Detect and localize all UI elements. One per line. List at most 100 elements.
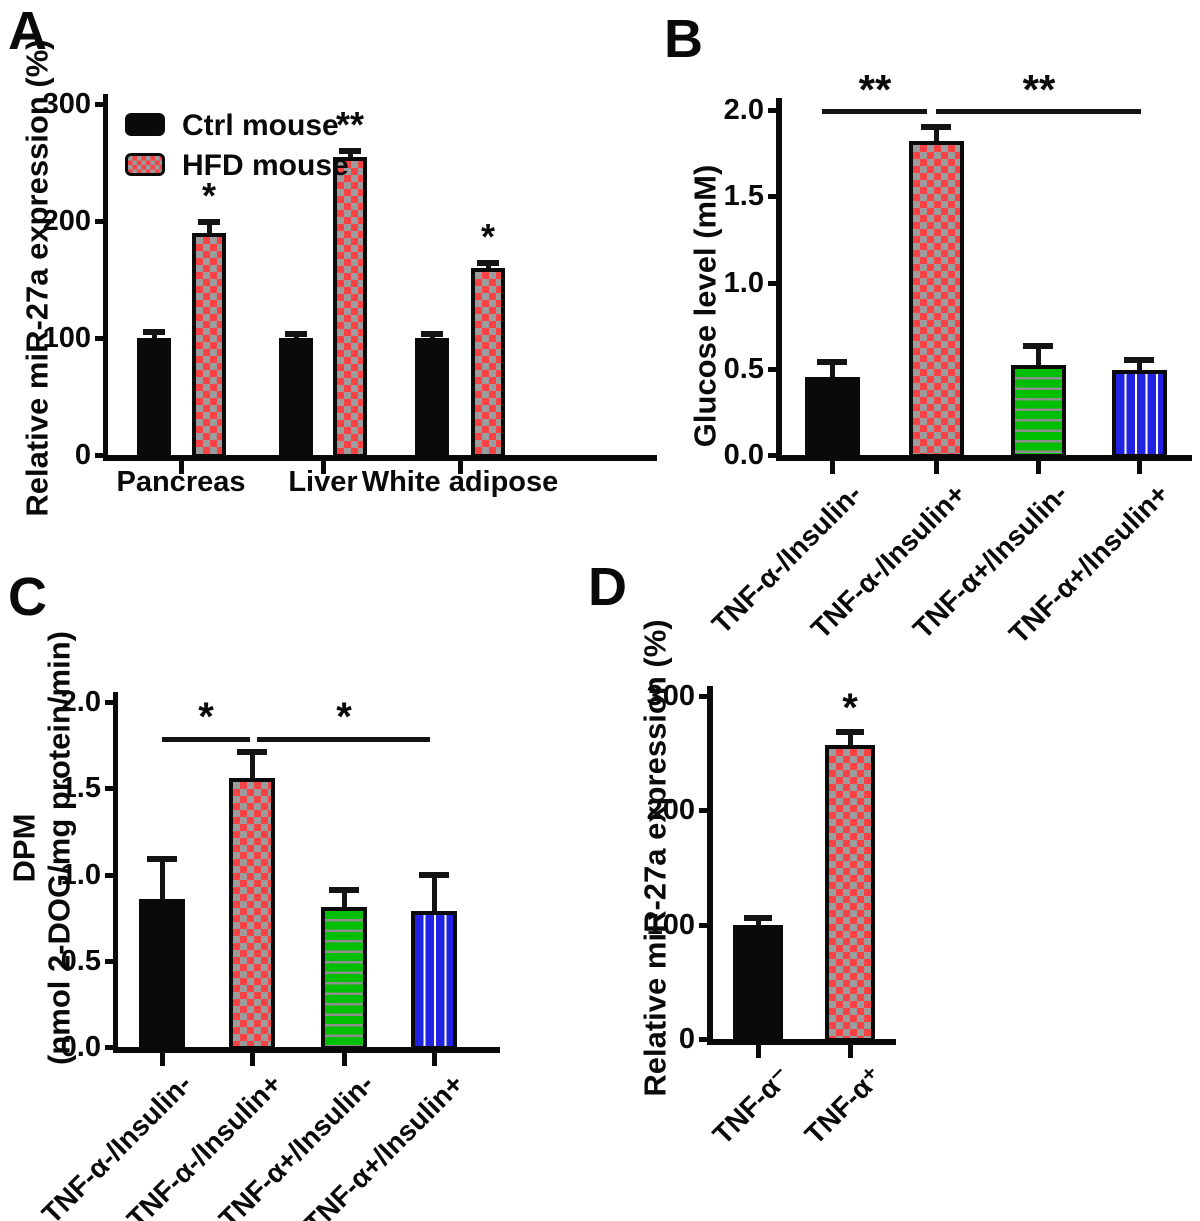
panel-d-y-tick-label: 200 [646,794,695,826]
panel-b-error-bar-line [934,127,939,144]
panel-d-x-axis-line [707,1039,896,1045]
panel-b-y-tick-mark [768,194,776,199]
panel-d-error-bar-cap [836,729,864,735]
panel-a-error-bar-line [152,332,157,341]
panel-a-bar [471,268,505,458]
panel-a-error-bar-cap [198,219,220,225]
panel-a-legend-label: HFD mouse [182,149,349,182]
panel-b-x-axis-line [776,455,1192,461]
panel-c-y-tick-mark [105,959,113,964]
panel-a-x-tick-mark [321,461,326,474]
panel-d-y-tick-mark [699,1037,707,1042]
panel-a-x-axis-line [103,455,657,461]
panel-c-error-bar-cap [147,856,177,862]
panel-d-bar [733,925,783,1042]
panel-c-significance-line [257,737,430,742]
panel-a-y-tick-label: 100 [42,322,91,354]
panel-a-y-tick-mark [95,336,103,341]
panel-b-error-bar-cap [1124,357,1154,363]
panel-b-y-tick-mark [768,367,776,372]
panel-b-error-bar-cap [1023,343,1053,349]
panel-d-y-tick-label: 300 [646,680,695,712]
panel-d-bar [825,745,875,1042]
panel-d-error-bar-cap [744,915,772,921]
panel-d-y-axis-line [707,686,713,1045]
panel-a-error-bar-cap [143,329,165,335]
panel-a-category-label: Liver [288,466,358,498]
panel-a-y-tick-mark [95,453,103,458]
panel-a-letter: A [8,1,47,61]
panel-b-error-bar-line [1137,360,1142,373]
panel-b-bar [805,377,860,458]
panel-d-significance-stars: * [842,686,858,730]
panel-b-y-tick-label: 0.0 [723,439,764,471]
panel-a-x-tick-mark [458,461,463,474]
panel-b-x-tick-mark [830,461,835,474]
panel-b-x-tick-mark [1137,461,1142,474]
panel-c-y-tick-label: 1.5 [60,772,101,804]
panel-c-error-bar-cap [329,887,359,893]
panel-d-x-tick-mark [756,1045,761,1058]
panel-b-bar [909,141,964,458]
panel-a-error-bar-line [486,263,491,271]
panel-c-letter: C [8,567,47,627]
panel-a-y-tick-label: 300 [42,88,91,120]
panel-c-x-tick-mark [342,1053,347,1066]
panel-b-error-bar-line [1036,346,1041,368]
panel-a-error-bar-cap [339,148,361,154]
panel-b-y-tick-mark [768,453,776,458]
panel-c-x-tick-mark [432,1053,437,1066]
panel-c-x-tick-mark [160,1053,165,1066]
panel-a-bar [137,338,171,458]
panel-c-bar [229,778,275,1050]
panel-b-x-tick-mark [934,461,939,474]
panel-b-significance-stars: ** [1022,66,1056,113]
panel-d-y-tick-label: 100 [646,909,695,941]
panel-a-legend-label: Ctrl mouse [182,109,339,142]
panel-c-x-axis-line [113,1047,500,1053]
panel-c-y-tick-label: 1.0 [60,859,101,891]
panel-a-y-tick-label: 0 [74,439,91,471]
panel-a-error-bar-cap [285,331,307,337]
panel-b-significance-line [822,109,927,114]
panel-d-x-tick-label: TNF-α⁻ [707,1060,797,1151]
panel-a-error-bar-cap [421,331,443,337]
panel-d-letter: D [588,557,627,617]
panel-d-error-bar-line [756,918,761,928]
panel-c-bar [139,899,185,1050]
panel-d-y-tick-mark [699,694,707,699]
panel-c-error-bar-cap [237,749,267,755]
panel-d-y-tick-label: 0 [678,1023,695,1055]
panel-c-bar [411,911,457,1050]
panel-b-y-tick-label: 0.5 [723,353,764,385]
panel-a-significance-stars: * [480,216,495,257]
panel-a-legend-swatch [125,153,165,176]
panel-a-error-bar-line [348,151,353,160]
panel-d-x-tick-mark [848,1045,853,1058]
panel-c-bar [321,907,367,1050]
panel-c-x-tick-mark [250,1053,255,1066]
panel-b-y-tick-mark [768,108,776,113]
panel-a-y-tick-mark [95,102,103,107]
panel-a-category-label: White adipose [361,466,559,498]
panel-a-bar [333,157,367,458]
panel-a-bar [279,338,313,458]
panel-b-bar [1011,365,1066,458]
panel-a-error-bar-line [430,334,435,341]
panel-b-bar [1112,370,1167,458]
panel-d-y-tick-mark [699,923,707,928]
panel-b-y-tick-label: 1.5 [723,180,764,212]
panel-c-error-bar-line [160,859,165,902]
panel-b-error-bar-line [830,362,835,381]
panel-d-x-tick-label: TNF-α⁺ [799,1060,889,1151]
panel-c-y-tick-mark [105,786,113,791]
panel-a-significance-stars: ** [335,104,365,145]
panel-a-error-bar-cap [477,260,499,266]
panel-d-error-bar-line [848,732,853,749]
panel-d-y-tick-mark [699,808,707,813]
panel-a-bar [192,233,226,458]
panel-c-y-tick-mark [105,1045,113,1050]
panel-b-error-bar-cap [817,359,847,365]
panel-b-significance-stars: ** [858,66,892,113]
